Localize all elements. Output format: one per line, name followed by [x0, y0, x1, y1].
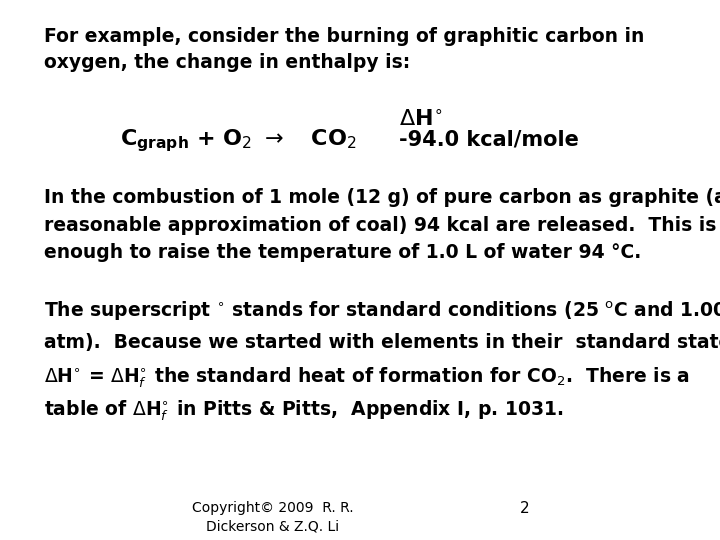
- Text: In the combustion of 1 mole (12 g) of pure carbon as graphite (a
reasonable appr: In the combustion of 1 mole (12 g) of pu…: [44, 188, 720, 262]
- Text: $\Delta$H$^{\circ}$: $\Delta$H$^{\circ}$: [399, 109, 442, 130]
- Text: atm).  Because we started with elements in their  standard state: atm). Because we started with elements i…: [44, 333, 720, 352]
- Text: -94.0 kcal/mole: -94.0 kcal/mole: [399, 130, 579, 150]
- Text: 2: 2: [520, 501, 530, 516]
- Text: $\Delta$H$^{\circ}$ = $\Delta$H$_{f}^{\circ}$ the standard heat of formation for: $\Delta$H$^{\circ}$ = $\Delta$H$_{f}^{\c…: [44, 366, 690, 390]
- Text: The superscript $^{\circ}$ stands for standard conditions (25 $^{\mathrm{o}}$C a: The superscript $^{\circ}$ stands for st…: [44, 300, 720, 323]
- Text: Copyright© 2009  R. R.
Dickerson & Z.Q. Li: Copyright© 2009 R. R. Dickerson & Z.Q. L…: [192, 501, 354, 534]
- Text: table of $\Delta$H$_{f}^{\circ}$ in Pitts & Pitts,  Appendix I, p. 1031.: table of $\Delta$H$_{f}^{\circ}$ in Pitt…: [44, 399, 563, 423]
- Text: For example, consider the burning of graphitic carbon in
oxygen, the change in e: For example, consider the burning of gra…: [44, 26, 644, 72]
- Text: C$_{\mathregular{graph}}$ + O$_{2}$ $\rightarrow$   CO$_{2}$: C$_{\mathregular{graph}}$ + O$_{2}$ $\ri…: [120, 127, 356, 154]
